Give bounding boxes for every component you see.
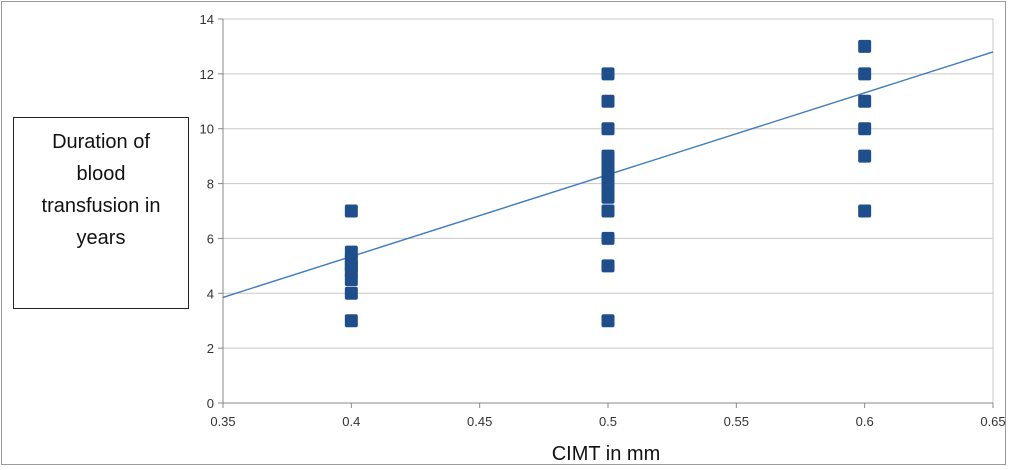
data-point <box>858 149 872 163</box>
y-tick-label: 4 <box>207 286 214 301</box>
data-point <box>344 314 358 328</box>
y-tick-labels: 0 2 4 6 8 10 12 14 <box>200 12 214 411</box>
y-axis-label: Duration of blood transfusion in years <box>41 131 161 249</box>
y-tick-label: 6 <box>207 231 214 246</box>
y-axis-label-box: Duration of blood transfusion in years <box>13 117 189 309</box>
y-tick-label: 10 <box>200 122 214 137</box>
data-point <box>858 122 872 136</box>
y-tick-label: 0 <box>207 396 214 411</box>
x-tick-label: 0.5 <box>599 414 617 429</box>
data-point <box>601 231 615 245</box>
data-point <box>858 67 872 81</box>
data-point <box>344 286 358 300</box>
axes <box>218 18 994 408</box>
data-point <box>858 204 872 218</box>
data-point <box>601 204 615 218</box>
y-tick-label: 2 <box>207 341 214 356</box>
x-tick-label: 0.35 <box>210 414 235 429</box>
data-point <box>601 67 615 81</box>
data-point <box>601 190 615 204</box>
x-tick-label: 0.65 <box>980 414 1005 429</box>
data-point <box>601 122 615 136</box>
data-point <box>858 94 872 108</box>
y-tick-label: 8 <box>207 177 214 192</box>
x-tick-labels: 0.35 0.4 0.45 0.5 0.55 0.6 0.65 <box>210 414 1005 429</box>
data-point <box>601 94 615 108</box>
x-tick-label: 0.6 <box>856 414 874 429</box>
data-points <box>344 39 872 328</box>
data-point <box>601 314 615 328</box>
x-tick-label: 0.45 <box>467 414 492 429</box>
data-point <box>601 259 615 273</box>
y-tick-label: 12 <box>200 67 214 82</box>
data-point <box>344 273 358 287</box>
x-tick-label: 0.4 <box>342 414 360 429</box>
x-tick-label: 0.55 <box>724 414 749 429</box>
y-tick-label: 14 <box>200 12 214 27</box>
data-point <box>344 204 358 218</box>
data-point <box>858 39 872 53</box>
x-axis-label: CIMT in mm <box>552 443 661 465</box>
